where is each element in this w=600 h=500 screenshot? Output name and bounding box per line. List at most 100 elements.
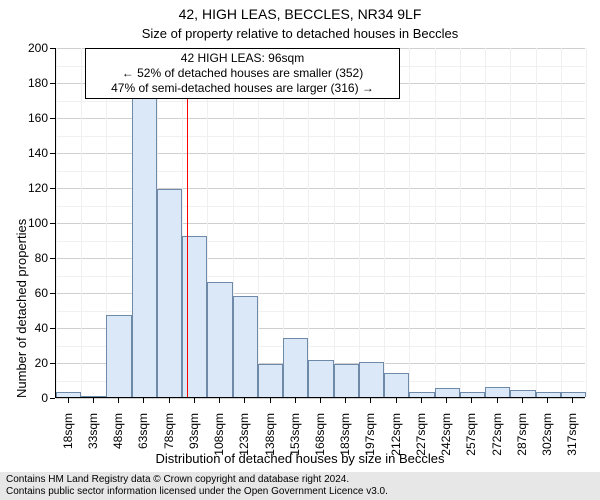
x-tick-mark	[169, 398, 170, 403]
histogram-bar	[308, 360, 333, 397]
histogram-bar	[207, 282, 232, 398]
x-tick-label: 183sqm	[338, 413, 352, 463]
plot-area	[55, 48, 585, 398]
x-tick-label: 138sqm	[263, 413, 277, 463]
x-tick-mark	[572, 398, 573, 403]
grid-line-v	[384, 48, 385, 397]
y-tick-label: 60	[8, 286, 48, 300]
x-tick-label: 272sqm	[490, 413, 504, 463]
x-tick-label: 227sqm	[414, 413, 428, 463]
histogram-bar	[233, 296, 258, 398]
x-tick-label: 287sqm	[515, 413, 529, 463]
histogram-bar	[359, 362, 384, 397]
x-tick-mark	[219, 398, 220, 403]
x-tick-label: 78sqm	[162, 413, 176, 463]
y-tick-label: 0	[8, 391, 48, 405]
x-tick-label: 197sqm	[363, 413, 377, 463]
x-tick-label: 257sqm	[464, 413, 478, 463]
histogram-bar	[81, 396, 106, 397]
x-tick-label: 212sqm	[389, 413, 403, 463]
annotation-line-1: 42 HIGH LEAS: 96sqm	[92, 51, 393, 66]
grid-line-v	[510, 48, 511, 397]
x-tick-mark	[93, 398, 94, 403]
x-tick-mark	[446, 398, 447, 403]
chart-footer: Contains HM Land Registry data © Crown c…	[0, 472, 600, 500]
y-tick-label: 80	[8, 251, 48, 265]
y-tick-label: 120	[8, 181, 48, 195]
reference-line	[187, 48, 188, 397]
y-tick-mark	[50, 293, 55, 294]
grid-line-v	[586, 48, 587, 397]
grid-line-v	[561, 48, 562, 397]
x-tick-label: 242sqm	[439, 413, 453, 463]
x-tick-mark	[547, 398, 548, 403]
x-tick-mark	[320, 398, 321, 403]
x-tick-mark	[497, 398, 498, 403]
x-tick-label: 18sqm	[61, 413, 75, 463]
y-tick-label: 180	[8, 76, 48, 90]
annotation-line-3: 47% of semi-detached houses are larger (…	[92, 81, 393, 96]
x-tick-mark	[194, 398, 195, 403]
y-tick-mark	[50, 328, 55, 329]
histogram-bar	[384, 373, 409, 398]
histogram-bar	[283, 338, 308, 398]
x-tick-mark	[345, 398, 346, 403]
x-tick-label: 153sqm	[288, 413, 302, 463]
histogram-bar	[106, 315, 131, 397]
grid-line-v	[258, 48, 259, 397]
histogram-bar	[460, 392, 485, 397]
grid-line-v	[308, 48, 309, 397]
y-tick-mark	[50, 118, 55, 119]
histogram-bar	[485, 387, 510, 398]
chart-title-address: 42, HIGH LEAS, BECCLES, NR34 9LF	[0, 6, 600, 22]
histogram-bar	[132, 82, 157, 397]
grid-line-v	[536, 48, 537, 397]
histogram-bar	[510, 390, 535, 397]
x-tick-mark	[143, 398, 144, 403]
grid-line-v	[460, 48, 461, 397]
x-tick-mark	[68, 398, 69, 403]
x-tick-label: 48sqm	[111, 413, 125, 463]
x-tick-mark	[244, 398, 245, 403]
x-tick-label: 168sqm	[313, 413, 327, 463]
x-tick-label: 63sqm	[136, 413, 150, 463]
x-tick-mark	[471, 398, 472, 403]
x-tick-label: 123sqm	[237, 413, 251, 463]
y-tick-mark	[50, 223, 55, 224]
histogram-bar	[536, 392, 561, 397]
x-tick-mark	[522, 398, 523, 403]
x-tick-mark	[118, 398, 119, 403]
annotation-line-2: ← 52% of detached houses are smaller (35…	[92, 66, 393, 81]
histogram-bar	[435, 388, 460, 397]
y-tick-mark	[50, 48, 55, 49]
y-tick-label: 100	[8, 216, 48, 230]
histogram-bar	[334, 364, 359, 397]
y-tick-mark	[50, 188, 55, 189]
histogram-bar	[157, 189, 182, 397]
x-tick-mark	[370, 398, 371, 403]
y-tick-mark	[50, 153, 55, 154]
y-tick-label: 140	[8, 146, 48, 160]
y-tick-mark	[50, 83, 55, 84]
grid-line-v	[435, 48, 436, 397]
histogram-bar	[409, 392, 434, 397]
grid-line-v	[485, 48, 486, 397]
chart-title-description: Size of property relative to detached ho…	[0, 26, 600, 41]
histogram-bar	[258, 364, 283, 397]
y-tick-mark	[50, 258, 55, 259]
x-tick-mark	[295, 398, 296, 403]
y-tick-label: 200	[8, 41, 48, 55]
histogram-bar	[561, 392, 586, 397]
x-tick-mark	[421, 398, 422, 403]
grid-line-v	[334, 48, 335, 397]
x-tick-label: 33sqm	[86, 413, 100, 463]
histogram-bar	[56, 392, 81, 397]
x-tick-label: 302sqm	[540, 413, 554, 463]
y-tick-label: 160	[8, 111, 48, 125]
grid-line-v	[56, 48, 57, 397]
x-tick-mark	[396, 398, 397, 403]
footer-line-1: Contains HM Land Registry data © Crown c…	[6, 474, 594, 486]
y-tick-label: 40	[8, 321, 48, 335]
grid-line-v	[359, 48, 360, 397]
y-tick-mark	[50, 363, 55, 364]
